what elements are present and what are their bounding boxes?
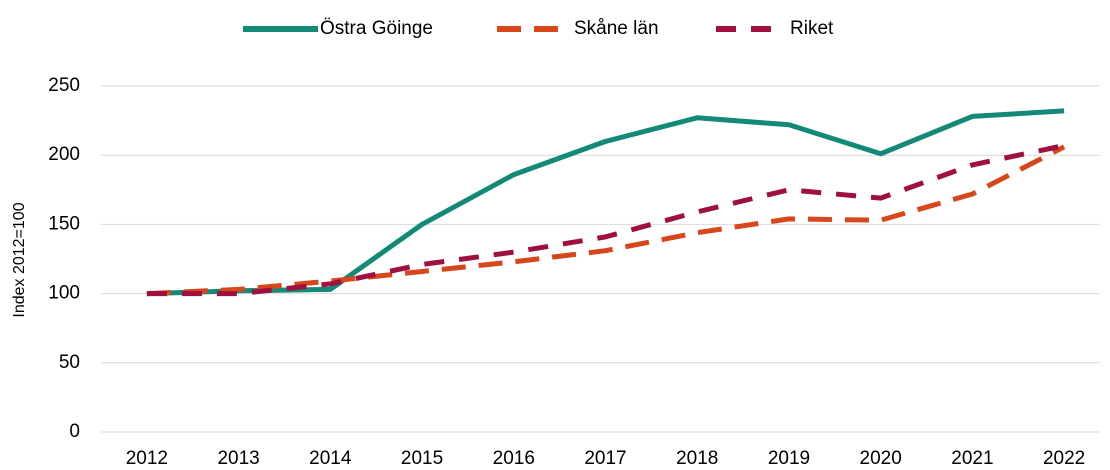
series-line <box>146 108 1065 297</box>
series-line <box>146 143 1065 297</box>
y-tick-label: 250 <box>48 75 80 96</box>
x-tick-label: 2018 <box>676 448 718 469</box>
x-tick-label: 2015 <box>401 448 443 469</box>
x-tick-label: 2013 <box>217 448 259 469</box>
y-tick-label: 0 <box>69 421 80 442</box>
x-tick-label: 2012 <box>126 448 168 469</box>
x-tick-label: 2016 <box>493 448 535 469</box>
y-tick-label: 150 <box>48 213 80 234</box>
x-tick-label: 2022 <box>1043 448 1085 469</box>
series-line <box>146 144 1066 297</box>
x-tick-label: 2020 <box>860 448 902 469</box>
x-tick-label: 2014 <box>309 448 352 469</box>
x-tick-label: 2017 <box>584 448 626 469</box>
legend-label: Riket <box>790 18 834 39</box>
y-axis-label: Index 2012=100 <box>11 202 28 317</box>
y-tick-label: 100 <box>48 283 80 304</box>
y-tick-label: 50 <box>59 352 80 373</box>
y-tick-label: 200 <box>48 144 80 165</box>
legend-label: Östra Göinge <box>320 18 433 39</box>
x-tick-label: 2021 <box>951 448 993 469</box>
x-tick-label: 2019 <box>768 448 810 469</box>
legend-label: Skåne län <box>574 18 659 39</box>
